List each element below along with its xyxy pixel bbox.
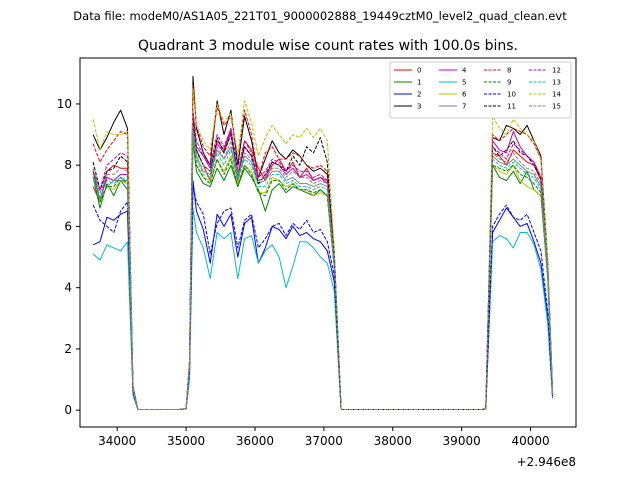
legend-label: 5: [462, 79, 466, 87]
legend-label: 9: [507, 79, 511, 87]
x-axis: 34000 35000 36000 37000 38000 39000 40000: [98, 427, 550, 448]
legend-label: 8: [507, 67, 511, 75]
series-line-11: [92, 118, 554, 410]
series-line-3: [92, 75, 554, 410]
series-line-1: [92, 140, 554, 410]
x-tick-label: 39000: [443, 434, 481, 448]
x-tick-label: 40000: [511, 434, 549, 448]
y-tick-label: 0: [64, 403, 72, 417]
y-tick-label: 2: [64, 342, 72, 356]
x-offset-label: +2.946e8: [517, 455, 576, 469]
series-line-0: [92, 121, 554, 410]
x-tick-label: 38000: [374, 434, 412, 448]
legend-label: 4: [462, 67, 467, 75]
x-tick-label: 35000: [167, 434, 205, 448]
y-tick-label: 6: [64, 219, 72, 233]
series-line-10: [92, 186, 554, 410]
legend-label: 3: [417, 103, 421, 111]
chart-suptitle: Data file: modeM0/AS1A05_221T01_90000028…: [73, 9, 567, 23]
legend-box: [389, 61, 572, 119]
legend-label: 7: [462, 103, 466, 111]
series-layer: [92, 75, 554, 410]
series-line-15: [92, 124, 554, 410]
series-line-8: [92, 85, 554, 410]
y-tick-label: 10: [57, 97, 72, 111]
legend-label: 1: [417, 79, 421, 87]
y-tick-label: 8: [64, 158, 72, 172]
legend-label: 11: [507, 103, 516, 111]
x-tick-label: 36000: [236, 434, 274, 448]
legend-label: 15: [552, 103, 561, 111]
y-axis: 0 2 4 6 8 10: [57, 97, 80, 417]
axes-frame: [79, 57, 577, 428]
legend-label: 2: [417, 91, 421, 99]
legend-label: 14: [552, 91, 561, 99]
legend-label: 0: [417, 67, 421, 75]
chart-title: Quadrant 3 module wise count rates with …: [138, 38, 518, 54]
series-line-5: [92, 207, 554, 410]
series-line-2: [92, 180, 554, 410]
series-line-9: [92, 134, 554, 410]
legend-label: 6: [462, 91, 467, 99]
y-tick-label: 4: [64, 281, 72, 295]
legend-label: 13: [552, 79, 561, 87]
series-line-4: [92, 112, 554, 410]
x-tick-label: 37000: [305, 434, 343, 448]
x-tick-label: 34000: [98, 434, 136, 448]
legend-label: 12: [552, 67, 561, 75]
legend-label: 10: [507, 91, 516, 99]
series-line-13: [92, 131, 554, 410]
series-line-14: [92, 88, 554, 410]
